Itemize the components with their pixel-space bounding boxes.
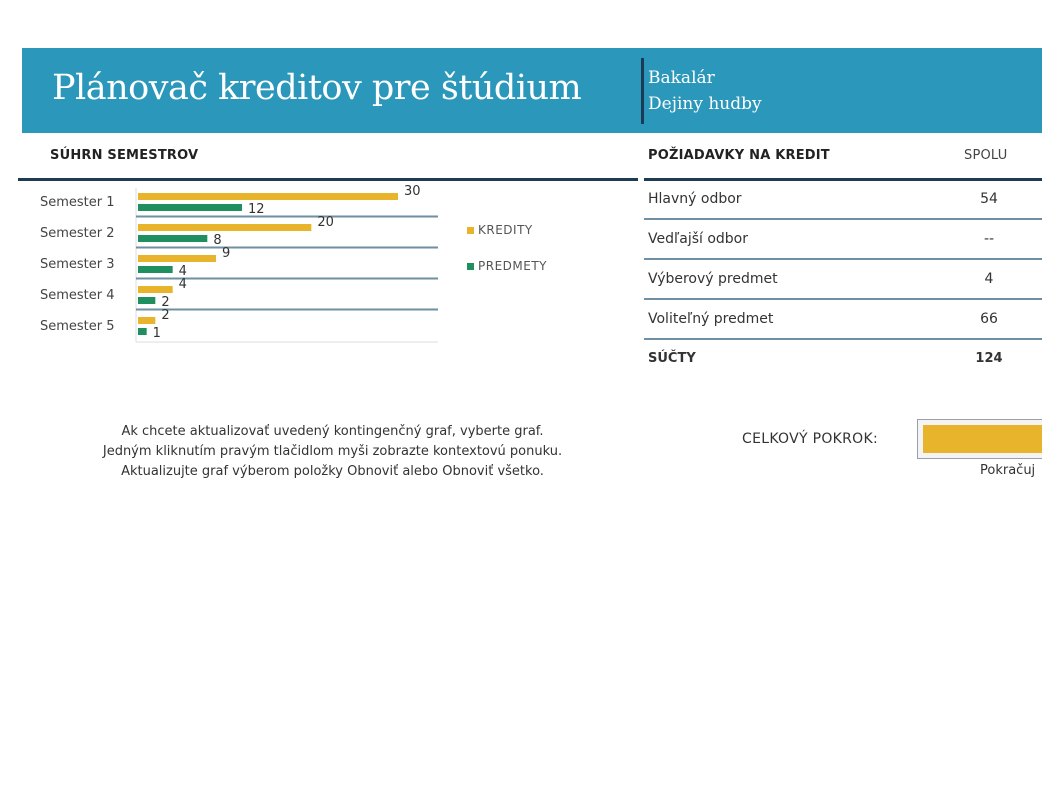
row-divider xyxy=(644,218,1042,220)
header-divider xyxy=(641,58,644,124)
requirement-row-major[interactable]: Hlavný odbor 54 xyxy=(644,180,1042,220)
category-label: Semester 4 xyxy=(40,288,115,303)
category-label: Semester 3 xyxy=(40,257,115,272)
bar-predmety xyxy=(138,328,147,335)
bar-kredity xyxy=(138,317,156,324)
bar-kredity xyxy=(138,224,312,231)
bar-kredity xyxy=(138,286,173,293)
category-label: Semester 1 xyxy=(40,195,115,210)
instruction-line: Ak chcete aktualizovať uvedený kontingen… xyxy=(121,424,544,439)
legend-label: KREDITY xyxy=(478,223,533,237)
data-label: 4 xyxy=(179,277,187,292)
requirement-label: Hlavný odbor xyxy=(648,191,742,207)
requirement-label: Voliteľný predmet xyxy=(648,311,774,327)
legend-label: PREDMETY xyxy=(478,259,547,273)
overall-progress-bar xyxy=(917,419,1042,459)
data-label: 4 xyxy=(179,264,187,279)
data-label: 12 xyxy=(248,202,265,217)
requirement-value: 66 xyxy=(980,311,998,327)
header-banner: Plánovač kreditov pre štúdium Bakalár De… xyxy=(22,48,1042,133)
row-divider xyxy=(644,338,1042,340)
category-label: Semester 2 xyxy=(40,226,115,241)
requirements-rule xyxy=(644,178,1042,181)
requirement-label: Vedľajší odbor xyxy=(648,231,749,247)
semester-summary-heading: SÚHRN SEMESTROV xyxy=(50,148,199,163)
bar-kredity xyxy=(138,255,216,262)
category-label: Semester 5 xyxy=(40,319,115,334)
requirement-value: -- xyxy=(983,231,995,247)
legend-swatch xyxy=(467,263,474,270)
major-label: Dejiny hudby xyxy=(648,94,762,114)
total-column-heading: SPOLU xyxy=(964,148,1008,163)
summary-rule xyxy=(18,178,638,181)
requirement-value: 4 xyxy=(984,271,994,287)
row-divider xyxy=(644,258,1042,260)
row-divider xyxy=(644,298,1042,300)
bar-predmety xyxy=(138,204,242,211)
progress-fill xyxy=(923,425,1042,453)
requirement-row-elective[interactable]: Voliteľný predmet 66 xyxy=(644,300,1042,340)
requirements-heading: POŽIADAVKY NA KREDIT xyxy=(648,148,830,163)
instruction-line: Jedným kliknutím pravým tlačidlom myši z… xyxy=(102,444,563,459)
bar-predmety xyxy=(138,235,208,242)
requirement-row-minor[interactable]: Vedľajší odbor -- xyxy=(644,220,1042,260)
data-label: 1 xyxy=(153,326,161,341)
bar-predmety xyxy=(138,297,156,304)
data-label: 2 xyxy=(161,308,169,323)
overall-progress-label: CELKOVÝ POKROK: xyxy=(742,431,878,447)
bar-predmety xyxy=(138,266,173,273)
bar-kredity xyxy=(138,193,398,200)
progress-note: Pokračuj xyxy=(980,463,1036,478)
requirement-label: Výberový predmet xyxy=(648,271,778,287)
data-label: 30 xyxy=(404,185,421,199)
requirement-value: 54 xyxy=(980,191,998,207)
data-label: 8 xyxy=(213,233,221,248)
data-label: 9 xyxy=(222,246,230,261)
instruction-line: Aktualizujte graf výberom položky Obnovi… xyxy=(121,464,544,479)
chart-instructions: Ak chcete aktualizovať uvedený kontingen… xyxy=(40,422,625,482)
requirement-row-total[interactable]: SÚČTY 124 xyxy=(644,340,1042,380)
total-value: 124 xyxy=(975,351,1003,366)
data-label: 2 xyxy=(161,295,169,310)
degree-label: Bakalár xyxy=(648,68,715,88)
page-title: Plánovač kreditov pre štúdium xyxy=(52,68,582,108)
total-label: SÚČTY xyxy=(648,351,696,366)
requirement-row-selective[interactable]: Výberový predmet 4 xyxy=(644,260,1042,300)
program-info: Bakalár Dejiny hudby xyxy=(648,65,762,117)
data-label: 20 xyxy=(317,215,334,230)
legend-swatch xyxy=(467,227,474,234)
